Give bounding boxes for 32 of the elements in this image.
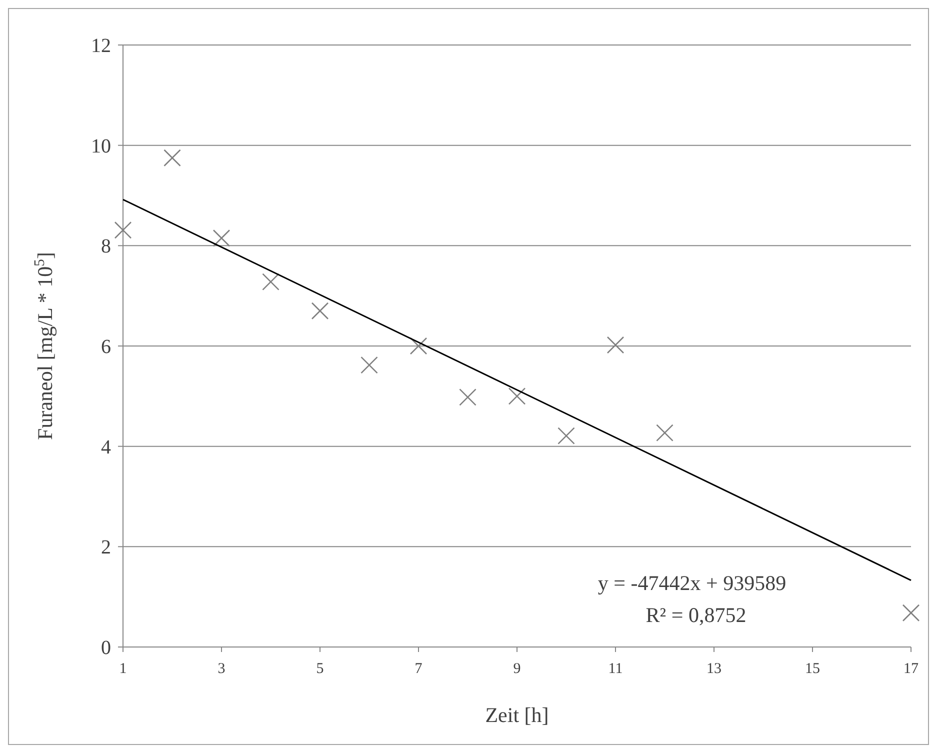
x-axis-title: Zeit [h] xyxy=(485,703,549,727)
point xyxy=(410,337,428,355)
x-tick-label: 17 xyxy=(904,661,919,677)
point xyxy=(459,388,476,406)
point xyxy=(902,604,920,622)
annotation: R² = 0,8752 xyxy=(646,603,746,627)
point xyxy=(360,356,378,374)
y-tick-label: 12 xyxy=(91,35,111,57)
point xyxy=(558,427,575,444)
point xyxy=(508,388,526,405)
point xyxy=(262,273,280,290)
x-tick-label: 13 xyxy=(706,661,722,677)
y-tick-label: 4 xyxy=(101,436,111,458)
point xyxy=(311,302,329,320)
x-tick-label: 9 xyxy=(513,661,521,677)
x-tick-label: 11 xyxy=(608,661,623,677)
y-tick-label: 6 xyxy=(101,336,111,358)
y-tick-label: 0 xyxy=(101,637,111,659)
point xyxy=(164,149,181,167)
y-tick-label: 2 xyxy=(101,536,111,559)
y-tick-label: 8 xyxy=(101,236,111,258)
x-tick-label: 7 xyxy=(414,661,423,677)
point xyxy=(606,336,624,354)
point xyxy=(114,221,132,239)
x-tick-label: 3 xyxy=(218,661,226,677)
annotation: y = -47442x + 939589 xyxy=(598,571,786,595)
x-tick-label: 5 xyxy=(316,661,324,677)
point xyxy=(212,229,230,247)
x-tick-label: 15 xyxy=(805,661,820,677)
y-tick-label: 10 xyxy=(91,135,111,158)
x-tick-label: 1 xyxy=(119,661,127,677)
point xyxy=(656,424,674,442)
